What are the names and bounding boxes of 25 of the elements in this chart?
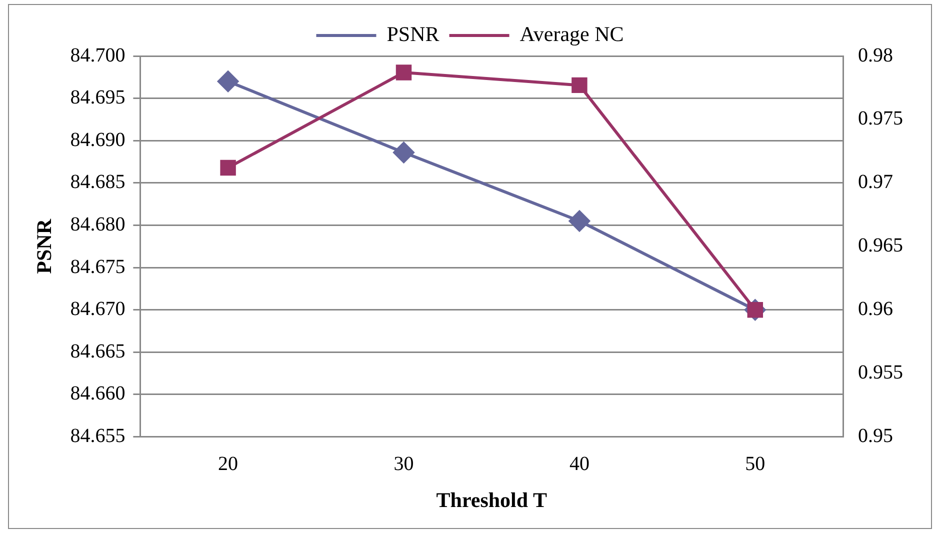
x-tick-label: 50	[745, 453, 766, 476]
y-tick-label: 84.660	[70, 382, 126, 405]
y2-tick-label: 0.955	[858, 362, 903, 384]
y2-tick-label: 0.96	[858, 298, 893, 320]
legend-label: PSNR	[386, 22, 440, 46]
y-axis-title: PSNR	[32, 218, 56, 274]
legend-label: Average NC	[520, 22, 624, 46]
y2-tick-label: 0.95	[858, 425, 893, 448]
x-tick-label: 20	[218, 453, 238, 476]
y-tick-label: 84.675	[70, 256, 126, 278]
x-tick-label: 30	[394, 453, 414, 476]
y2-tick-label: 0.97	[858, 171, 893, 194]
x-axis-title: Threshold T	[436, 488, 547, 512]
x-tick-label: 40	[569, 453, 590, 476]
y-tick-label: 84.685	[70, 171, 126, 194]
y2-tick-label: 0.965	[858, 234, 903, 257]
y-tick-label: 84.690	[70, 128, 126, 151]
y2-tick-label: 0.98	[858, 44, 893, 66]
y-tick-label: 84.665	[70, 340, 126, 362]
y-tick-label: 84.700	[70, 44, 126, 66]
y-tick-label: 84.695	[70, 86, 126, 109]
y2-tick-label: 0.975	[858, 108, 903, 130]
y-tick-label: 84.655	[70, 425, 126, 448]
y-tick-label: 84.680	[70, 213, 126, 236]
y-tick-label: 84.670	[70, 298, 126, 320]
